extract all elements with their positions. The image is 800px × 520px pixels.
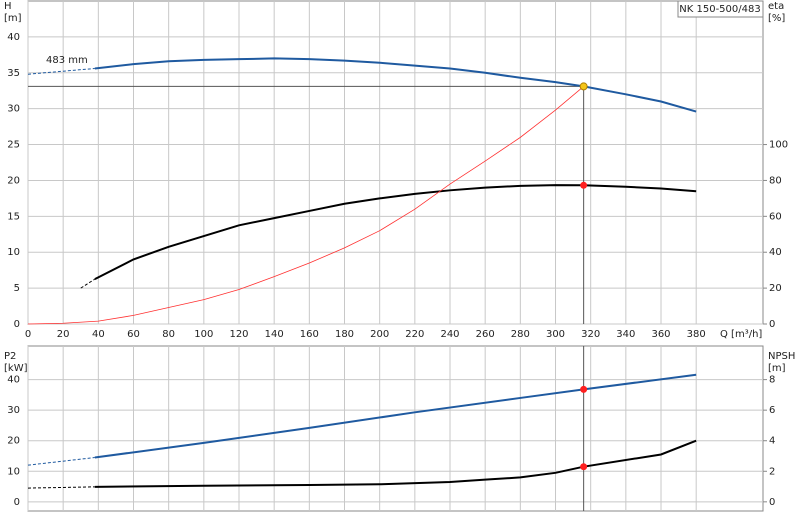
y-tick-label: 40 [7, 375, 20, 386]
curve [27, 67, 95, 75]
y2-axis-label: eta [768, 1, 784, 12]
y-tick-label: 20 [7, 436, 20, 447]
x-tick-label: 220 [405, 329, 424, 340]
y2-tick-label: 6 [769, 405, 775, 416]
annotation: 483 mm [46, 55, 88, 66]
x-tick-label: 360 [651, 329, 670, 340]
y-tick-label: 20 [7, 175, 20, 186]
x-tick-label: 160 [300, 329, 319, 340]
x-tick-label: 20 [57, 329, 70, 340]
y2-axis-label: NPSH [768, 351, 795, 362]
x-tick-label: 80 [162, 329, 175, 340]
y-tick-label: 35 [7, 68, 20, 79]
y-tick-label: 10 [7, 466, 20, 477]
curve [27, 86, 584, 325]
x-axis-label: Q [m³/h] [720, 329, 762, 340]
y-tick-label: 0 [14, 497, 20, 508]
y2-tick-label: 40 [769, 247, 782, 258]
operating-point [580, 181, 588, 189]
y-tick-label: 25 [7, 140, 20, 151]
plot-frame [27, 0, 764, 325]
y2-tick-label: 2 [769, 466, 775, 477]
title: NK 150-500/483 [679, 4, 760, 15]
y2-tick-label: 100 [769, 140, 788, 151]
curve [27, 457, 95, 466]
x-tick-label: 60 [127, 329, 140, 340]
x-tick-label: 300 [546, 329, 565, 340]
y2-tick-label: 8 [769, 375, 775, 386]
x-tick-label: 100 [194, 329, 213, 340]
y-tick-label: 30 [7, 405, 20, 416]
x-tick-label: 40 [92, 329, 105, 340]
x-tick-label: 200 [370, 329, 389, 340]
y-tick-label: 10 [7, 247, 20, 258]
y-tick-label: 5 [14, 283, 20, 294]
y2-axis-label: [%] [768, 13, 785, 24]
x-tick-label: 120 [229, 329, 248, 340]
title-box [677, 0, 764, 18]
y2-tick-label: 60 [769, 211, 782, 222]
y2-tick-label: 0 [769, 319, 775, 330]
curve [94, 184, 697, 281]
x-tick-label: 0 [25, 329, 31, 340]
y-tick-label: 40 [7, 32, 20, 43]
y-axis-label: P2 [4, 351, 16, 362]
curve [94, 439, 697, 488]
y2-axis-label: [m] [768, 363, 786, 374]
y-tick-label: 30 [7, 104, 20, 115]
y-axis-label: [m] [4, 13, 22, 24]
x-tick-label: 380 [687, 329, 706, 340]
operating-point [580, 385, 588, 393]
x-tick-label: 320 [581, 329, 600, 340]
x-tick-label: 280 [511, 329, 530, 340]
curve [94, 373, 697, 459]
curve [80, 278, 96, 289]
y-tick-label: 0 [14, 319, 20, 330]
x-tick-label: 240 [440, 329, 459, 340]
y2-tick-label: 0 [769, 497, 775, 508]
y2-tick-label: 4 [769, 436, 775, 447]
y-tick-label: 15 [7, 211, 20, 222]
y-axis-label: [kW] [4, 363, 28, 374]
x-tick-label: 340 [616, 329, 635, 340]
curve [27, 486, 95, 489]
y2-tick-label: 80 [769, 175, 782, 186]
y2-tick-label: 20 [769, 283, 782, 294]
curve [94, 57, 697, 113]
operating-point [580, 463, 588, 471]
x-tick-label: 180 [335, 329, 354, 340]
x-tick-label: 260 [476, 329, 495, 340]
operating-point [579, 82, 588, 91]
x-tick-label: 140 [265, 329, 284, 340]
y-axis-label: H [4, 1, 12, 12]
